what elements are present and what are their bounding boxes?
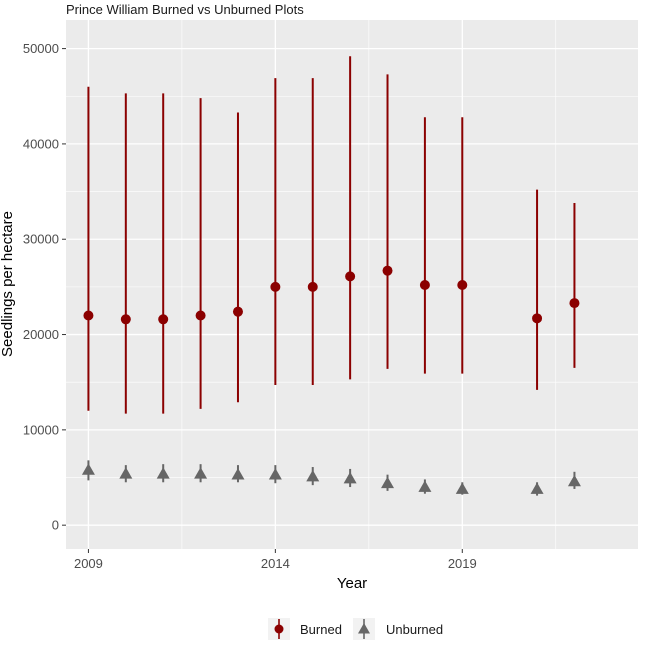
burned-point [120,314,131,325]
y-axis-label: Seedlings per hectare [0,211,16,357]
unburned-point [119,467,133,479]
series-burned [83,56,580,414]
unburned-point [530,482,544,494]
unburned-point [156,467,170,479]
y-tick-label: 40000 [23,136,59,151]
y-tick-label: 50000 [23,41,59,56]
x-tick-label: 2014 [261,556,290,571]
plot-panel [66,20,638,549]
burned-point [270,281,281,292]
burned-point [532,313,543,324]
legend-label: Unburned [386,622,443,637]
unburned-point [81,463,95,475]
x-tick-label: 2009 [74,556,103,571]
unburned-point [455,482,469,494]
unburned-point [194,467,208,479]
legend-item-burned: Burned [268,618,342,640]
legend-label: Burned [300,622,342,637]
y-tick-label: 10000 [23,422,59,437]
burned-point [195,310,206,321]
unburned-point [381,476,395,489]
burned-point [345,271,356,282]
burned-point [158,314,169,325]
unburned-point [306,470,320,482]
legend: Burned Unburned [268,618,443,640]
burned-point [419,279,430,290]
legend-item-unburned: Unburned [353,618,443,640]
legend-key-marker [358,623,370,634]
burned-point [232,306,243,317]
x-axis-label: Year [337,575,367,592]
axis-ticks: 0 10000 20000 30000 40000 50000 2009 2014 2019 [23,41,477,571]
burned-point [569,298,580,309]
unburned-point [268,468,282,480]
chart-title: Prince William Burned vs Unburned Plots [66,2,304,17]
legend-key-marker [274,624,284,634]
burned-point [382,265,393,276]
unburned-point [418,480,432,492]
unburned-point [567,474,581,487]
unburned-point [343,471,357,484]
series-unburned [81,460,581,496]
burned-point [307,281,318,292]
y-tick-label: 20000 [23,327,59,342]
y-tick-label: 30000 [23,232,59,247]
unburned-point [231,468,245,480]
burned-point [457,279,468,290]
series-layer [81,56,581,496]
x-tick-label: 2019 [448,556,477,571]
y-tick-label: 0 [52,518,59,533]
burned-point [83,310,94,321]
